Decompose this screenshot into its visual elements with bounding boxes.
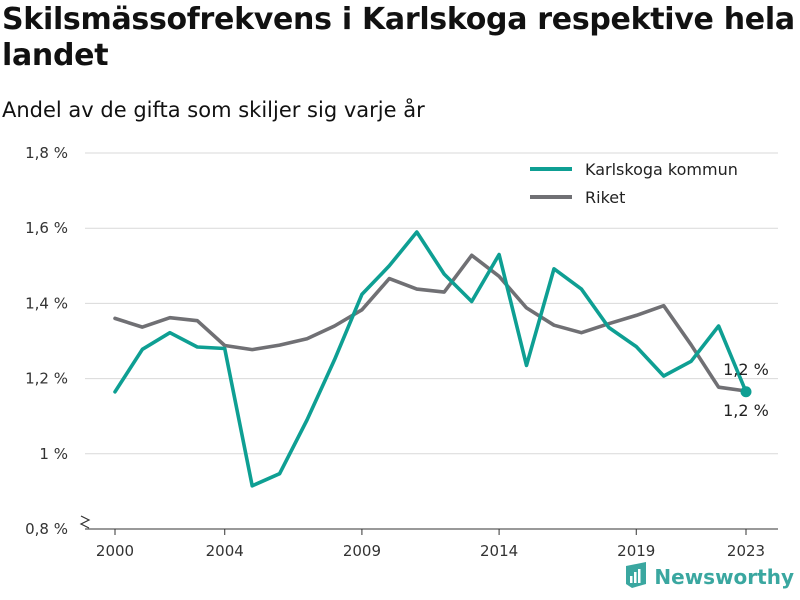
axes: 0,8 % 1 % 1,2 % 1,4 % 1,6 % 1,8 % 2000 2004 2009…	[25, 144, 778, 560]
y-tick-label: 0,8 %	[25, 520, 68, 538]
legend-label-riket: Riket	[585, 188, 625, 207]
x-tick-label: 2004	[206, 542, 244, 560]
series-line-riket	[113, 253, 748, 393]
x-tick-label: 2000	[96, 542, 134, 560]
x-tick-label: 2014	[480, 542, 518, 560]
x-tick-label: 2009	[343, 542, 381, 560]
y-tick-label: 1,8 %	[25, 144, 68, 162]
end-label-karlskoga: 1,2 %	[723, 360, 769, 379]
end-label-riket: 1,2 %	[723, 401, 769, 420]
x-tick-label: 2019	[617, 542, 655, 560]
legend-label-karlskoga: Karlskoga kommun	[585, 160, 738, 179]
x-tick-label: 2023	[727, 542, 765, 560]
brand-logo: Newsworthy	[624, 562, 794, 592]
end-point-karlskoga	[740, 386, 752, 398]
series-line-karlskoga	[113, 230, 748, 488]
y-tick-label: 1 %	[39, 445, 68, 463]
y-tick-label: 1,2 %	[25, 370, 68, 388]
data-labels: 1,2 % 1,2 %	[723, 360, 769, 420]
chart-title: Skilsmässofrekvens i Karlskoga respektiv…	[2, 2, 795, 73]
bar-chart-logo-icon	[624, 562, 648, 592]
legend: Karlskoga kommun Riket	[530, 160, 738, 207]
gridlines	[85, 152, 778, 455]
y-tick-label: 1,6 %	[25, 219, 68, 237]
series-lines	[113, 230, 752, 488]
y-tick-label: 1,4 %	[25, 294, 68, 312]
axis-break-mark	[79, 515, 91, 529]
brand-name: Newsworthy	[654, 565, 794, 589]
chart-subtitle: Andel av de gifta som skiljer sig varje …	[2, 98, 425, 122]
